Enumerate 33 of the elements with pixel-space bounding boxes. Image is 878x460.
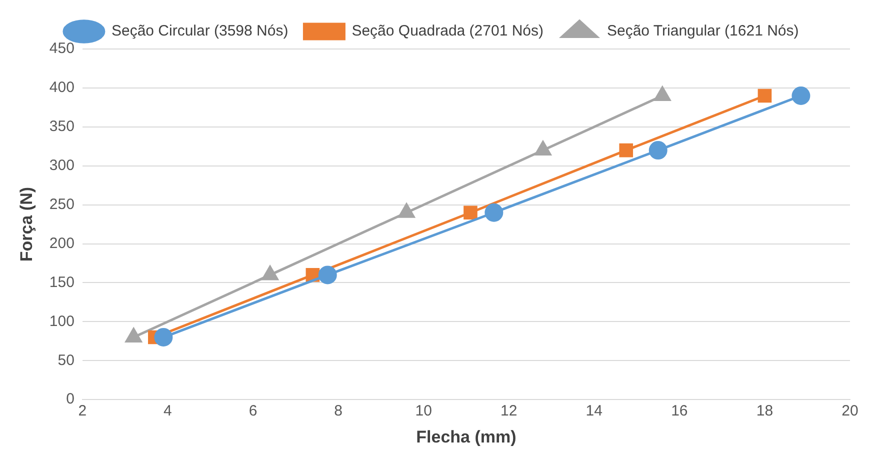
point bbox=[464, 206, 478, 220]
x-tick-label: 18 bbox=[756, 402, 774, 420]
y-tick-label: 100 bbox=[49, 312, 74, 330]
legend-label: Seção Quadrada (2701 Nós) bbox=[352, 22, 544, 40]
x-tick-label: 14 bbox=[586, 402, 602, 420]
y-tick-label: 200 bbox=[49, 234, 74, 252]
x-tick-label: 4 bbox=[164, 402, 172, 420]
point bbox=[154, 328, 173, 347]
y-tick-label: 300 bbox=[49, 157, 74, 174]
point bbox=[792, 86, 810, 105]
y-axis-title: Força (N) bbox=[16, 186, 36, 262]
x-tick-label: 20 bbox=[842, 402, 858, 420]
x-tick-label: 2 bbox=[78, 402, 87, 420]
y-tick-label: 450 bbox=[49, 40, 74, 58]
x-tick-label: 8 bbox=[334, 402, 342, 420]
y-tick-label: 350 bbox=[49, 118, 74, 136]
point bbox=[484, 203, 504, 222]
point bbox=[758, 88, 772, 103]
legend-label: Seção Triangular (1621 Nós) bbox=[606, 22, 799, 40]
y-tick-label: 50 bbox=[58, 352, 74, 369]
x-tick-label: 12 bbox=[500, 402, 518, 420]
y-tick-label: 400 bbox=[49, 79, 74, 96]
y-tick-label: 0 bbox=[66, 390, 74, 408]
point bbox=[318, 266, 337, 284]
point bbox=[648, 141, 668, 160]
y-tick-label: 150 bbox=[49, 274, 74, 291]
x-tick-label: 16 bbox=[671, 402, 688, 420]
point bbox=[619, 143, 634, 158]
x-axis-title: Flecha (mm) bbox=[416, 427, 516, 446]
x-tick-label: 10 bbox=[415, 402, 432, 420]
x-tick-label: 6 bbox=[248, 402, 258, 420]
legend-label: Seção Circular (3598 Nós) bbox=[111, 22, 288, 40]
y-tick-label: 250 bbox=[49, 196, 74, 213]
